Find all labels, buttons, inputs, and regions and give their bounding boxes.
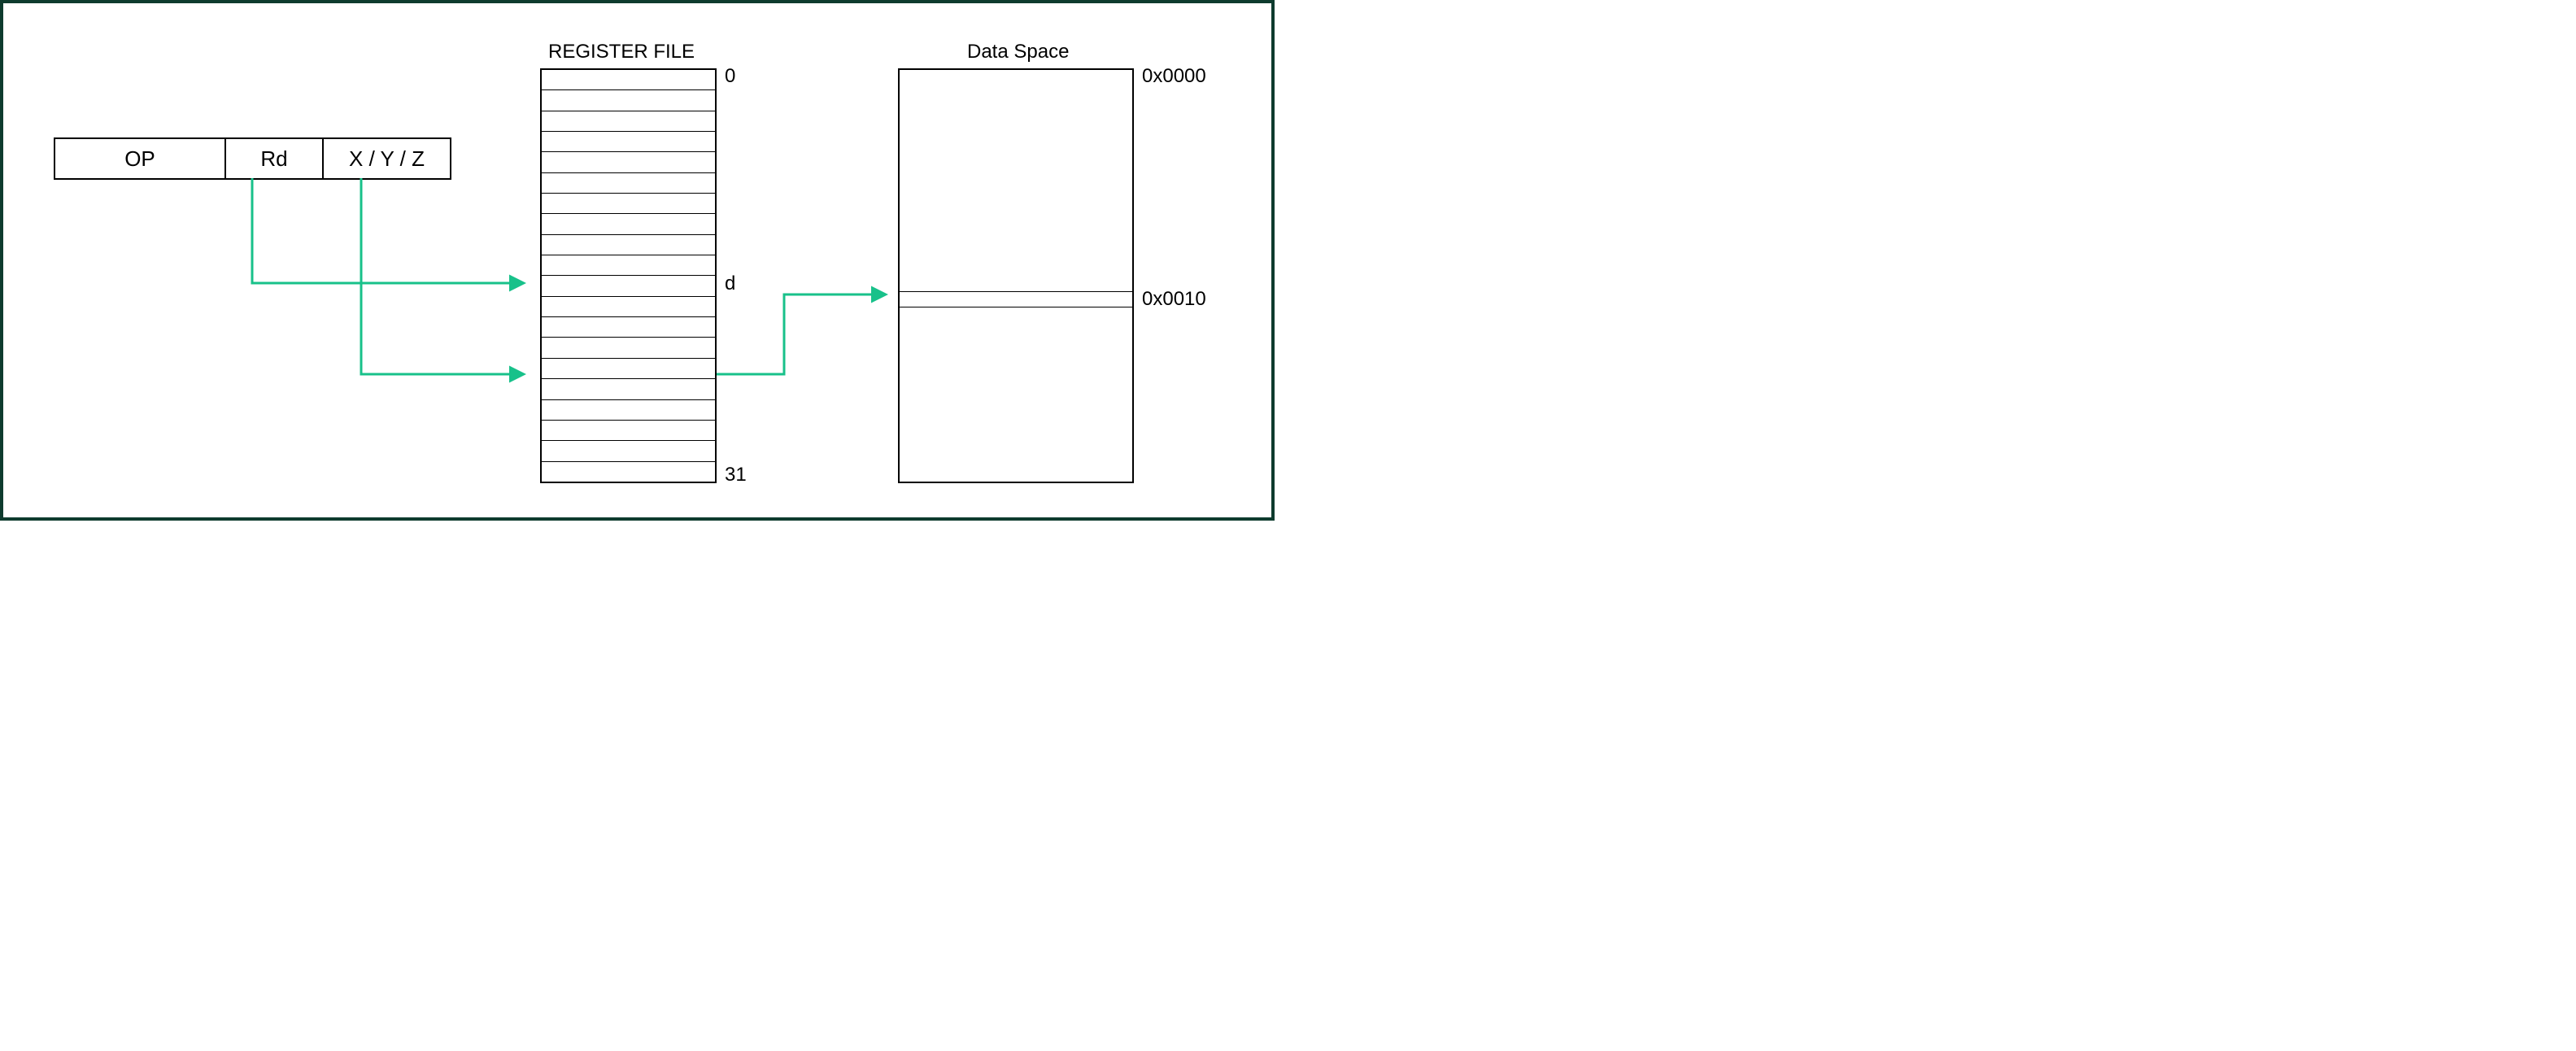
outer-frame: OPRdX / Y / Z REGISTER FILE 0 d 31 Data … <box>0 0 1275 521</box>
diagram-canvas: OPRdX / Y / Z REGISTER FILE 0 d 31 Data … <box>3 3 1271 517</box>
arrows-layer <box>3 3 1278 524</box>
arrow-register-to-dataspace <box>717 294 886 374</box>
arrow-xyz-to-register <box>361 178 524 374</box>
arrow-rd-to-register <box>252 178 524 283</box>
